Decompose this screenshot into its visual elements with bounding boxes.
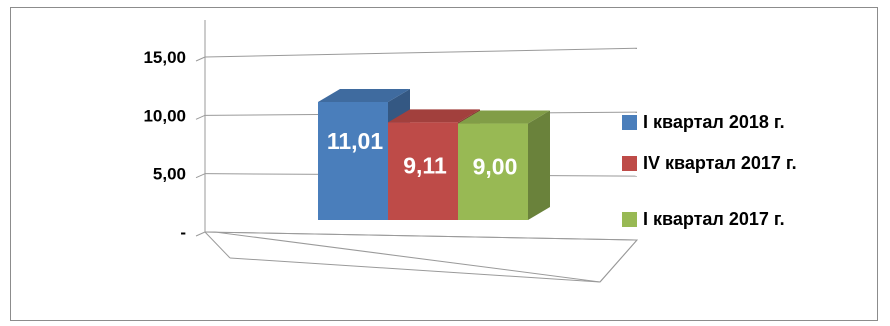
legend-item: IV квартал 2017 г. <box>622 150 797 176</box>
bar-top <box>318 89 410 102</box>
data-label: 9,11 <box>403 153 447 179</box>
legend-item: I квартал 2017 г. <box>622 206 785 232</box>
legend-item: I квартал 2018 г. <box>622 109 785 135</box>
legend-label: I квартал 2017 г. <box>643 208 785 229</box>
gridline <box>204 231 638 241</box>
floor-right-edge <box>599 239 638 283</box>
y-tick-mark <box>195 173 206 179</box>
floor <box>204 231 639 283</box>
bar-top <box>458 110 550 124</box>
y-tick-mark <box>195 231 206 237</box>
bar-3 <box>458 110 550 220</box>
y-tick-label: 15,00 <box>143 48 186 67</box>
bar-side <box>528 110 550 220</box>
legend-label: IV квартал 2017 г. <box>643 152 797 173</box>
y-tick-mark <box>195 114 206 120</box>
y-tick-mark <box>195 56 206 62</box>
bar-front <box>318 102 388 220</box>
y-axis-ticks: - 5,00 10,00 15,00 <box>143 48 186 242</box>
floor-front-left-edge <box>204 231 231 259</box>
data-labels: 11,01 9,11 9,00 <box>327 128 518 180</box>
y-tick-label: 5,00 <box>153 165 186 184</box>
data-label: 9,00 <box>473 154 518 180</box>
chart-bars <box>318 89 550 220</box>
bar-front <box>388 122 458 220</box>
legend-swatch <box>622 155 637 171</box>
bar-front <box>458 123 528 220</box>
y-tick-label: 10,00 <box>143 106 186 125</box>
y-tick-label: - <box>180 223 186 242</box>
gridline <box>204 47 638 58</box>
legend-label: I квартал 2018 г. <box>643 111 785 132</box>
legend-swatch <box>622 114 637 130</box>
bar-top <box>388 109 480 123</box>
data-label: 11,01 <box>327 128 383 154</box>
floor-front-edge <box>229 257 601 283</box>
legend-swatch <box>622 211 637 227</box>
